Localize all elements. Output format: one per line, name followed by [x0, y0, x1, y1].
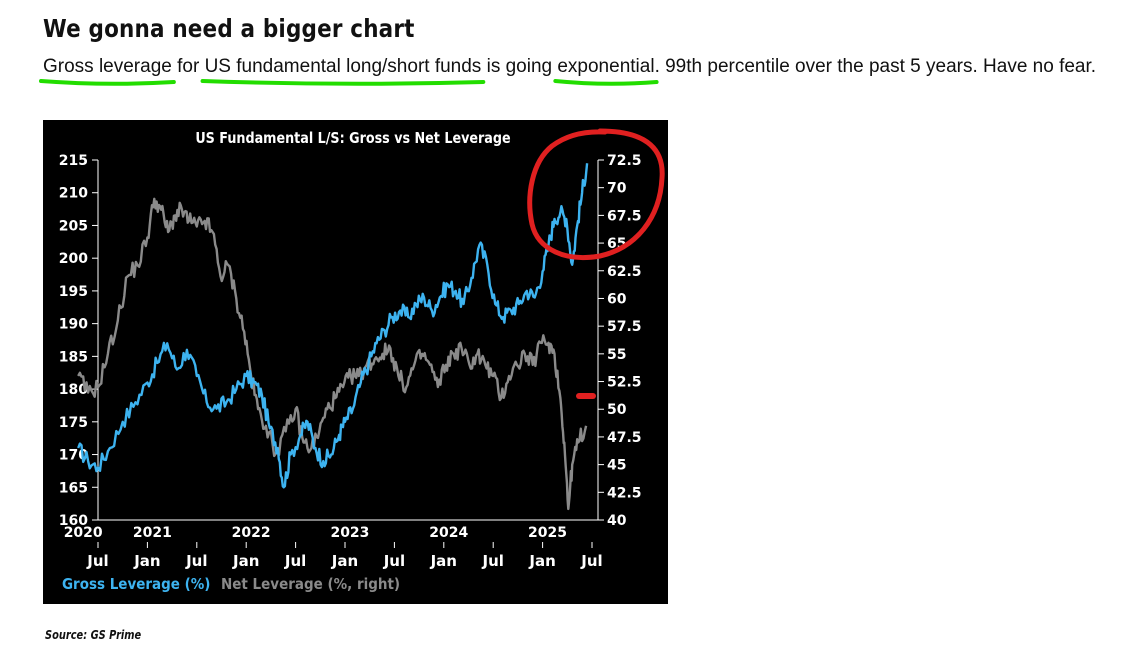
month-label: Jan	[430, 552, 457, 570]
right-tick-label: 60	[607, 291, 627, 307]
right-tick-label: 45	[607, 458, 626, 474]
green-underline	[553, 79, 659, 86]
left-tick-label: 215	[59, 153, 88, 169]
year-label: 2020	[64, 525, 103, 541]
right-tick-label: 40	[607, 513, 627, 529]
green-underline	[39, 79, 176, 86]
month-label: Jul	[185, 552, 207, 570]
left-tick-label: 195	[59, 284, 88, 300]
legend-net: Net Leverage (%, right)	[221, 576, 400, 593]
description: Gross leverage for US fundamental long/s…	[43, 56, 1103, 78]
month-label: Jan	[232, 552, 259, 570]
right-tick-label: 55	[607, 347, 626, 363]
right-tick-label: 50	[607, 402, 627, 418]
left-tick-label: 205	[59, 218, 88, 234]
right-tick-label: 57.5	[607, 319, 642, 335]
month-label: Jan	[528, 552, 555, 570]
month-label: Jan	[331, 552, 358, 570]
year-label: 2021	[133, 525, 172, 541]
left-tick-label: 170	[59, 448, 88, 464]
right-tick-label: 70	[607, 181, 627, 197]
left-tick-label: 175	[59, 415, 88, 431]
month-label: Jan	[133, 552, 160, 570]
headline: We gonna need a bigger chart	[43, 14, 415, 43]
left-tick-label: 185	[59, 349, 88, 365]
month-label: Jul	[580, 552, 602, 570]
net-leverage-line	[77, 197, 588, 511]
right-tick-label: 42.5	[607, 485, 642, 501]
month-label: Jul	[284, 552, 306, 570]
desc-exponential: exponential	[557, 56, 655, 77]
left-tick-label: 165	[59, 480, 88, 496]
year-label: 2025	[528, 525, 567, 541]
left-tick-label: 160	[59, 513, 88, 529]
desc-gross-leverage: Gross leverage	[43, 56, 172, 77]
desc-text-3: . 99th percentile over the past 5 years.…	[654, 56, 1097, 77]
right-tick-label: 65	[607, 236, 626, 252]
chart-title: US Fundamental L/S: Gross vs Net Leverag…	[195, 130, 510, 147]
right-tick-label: 52.5	[607, 375, 642, 391]
month-label: Jul	[383, 552, 405, 570]
left-tick-label: 190	[59, 317, 88, 333]
year-label: 2022	[232, 525, 271, 541]
right-tick-label: 67.5	[607, 208, 642, 224]
month-label: Jul	[481, 552, 503, 570]
green-underline	[200, 79, 486, 86]
leverage-chart: US Fundamental L/S: Gross vs Net Leverag…	[59, 130, 642, 593]
legend-gross: Gross Leverage (%)	[62, 576, 210, 593]
chart-panel: US Fundamental L/S: Gross vs Net Leverag…	[43, 120, 668, 604]
desc-text-1: for	[171, 56, 205, 77]
gross-leverage-line	[77, 163, 589, 489]
year-label: 2024	[429, 525, 468, 541]
left-tick-label: 180	[59, 382, 88, 398]
year-label: 2023	[330, 525, 369, 541]
left-tick-label: 200	[59, 251, 88, 267]
month-label: Jul	[86, 552, 108, 570]
desc-text-2: is going	[481, 56, 558, 77]
desc-us-fundamental: US fundamental long/short funds	[204, 56, 482, 77]
right-tick-label: 72.5	[607, 153, 642, 169]
left-tick-label: 210	[59, 186, 88, 202]
right-tick-label: 62.5	[607, 264, 642, 280]
right-tick-label: 47.5	[607, 430, 642, 446]
source-note: Source: GS Prime	[45, 628, 142, 642]
